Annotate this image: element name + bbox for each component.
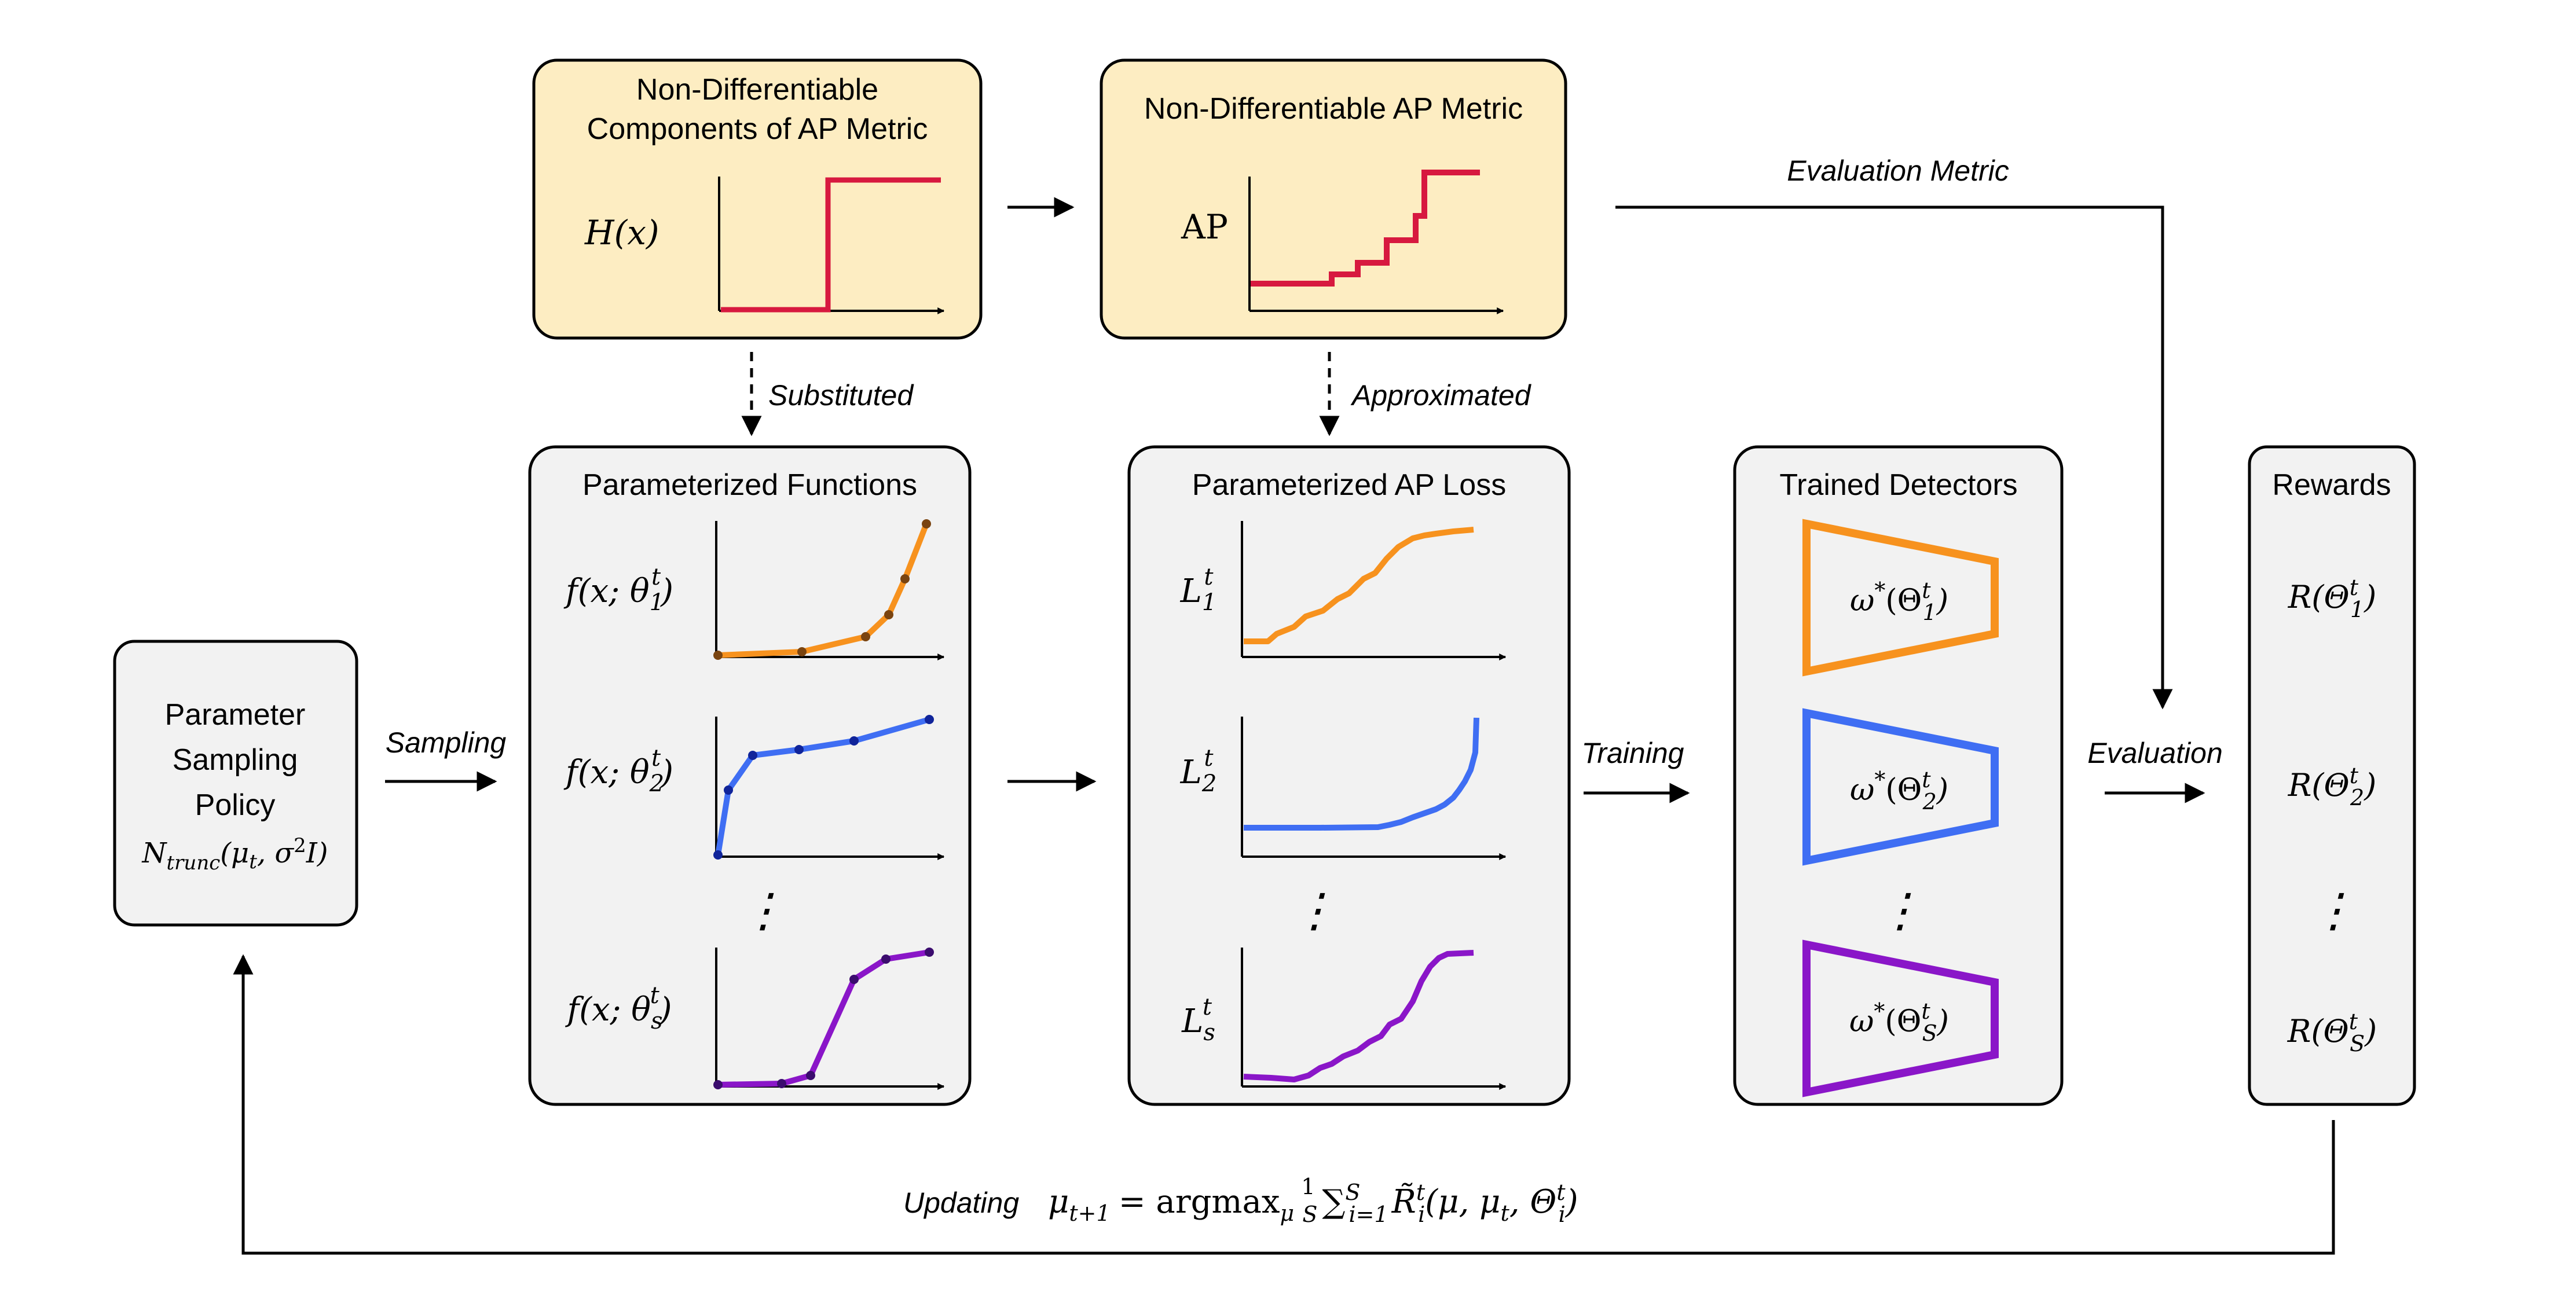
policy-line3: Policy bbox=[195, 788, 276, 822]
heaviside-curve bbox=[721, 177, 941, 313]
ap-axes bbox=[1248, 177, 1504, 314]
policy-distribution: Ntrunc(μt, σ2I) bbox=[142, 834, 328, 875]
func-plot-s bbox=[713, 948, 945, 1090]
param-functions-title: Parameterized Functions bbox=[582, 468, 917, 502]
policy-line1: Parameter bbox=[165, 698, 306, 732]
detector-label-2: ω*(Θt 2) bbox=[1850, 767, 1948, 814]
reward-label-2: R(Θt 2) bbox=[2288, 763, 2377, 810]
detector-ellipsis: ⋮ bbox=[1877, 883, 1923, 937]
sampling-label: Sampling bbox=[386, 726, 507, 759]
policy-line2: Sampling bbox=[173, 743, 298, 777]
func-plot-2 bbox=[713, 715, 945, 860]
updating-feedback-arrow bbox=[233, 954, 2335, 1255]
ap-metric-box: Non-Differentiable AP Metric AP bbox=[1100, 58, 1567, 340]
ap-step-curve bbox=[1251, 170, 1480, 287]
func-plot-1 bbox=[713, 519, 945, 660]
detector-trapezoid-2 bbox=[1802, 708, 1999, 866]
substituted-label: Substituted bbox=[768, 379, 914, 412]
detector-label-s: ω*(Θt S) bbox=[1849, 998, 1949, 1046]
update-formula: Updating μt+1 = argmaxμ1 S ∑S i=1 R̃t i(μ, μt,… bbox=[903, 1174, 1578, 1227]
loss-ellipsis: ⋮ bbox=[1291, 883, 1338, 937]
ap-metric-title: Non-Differentiable AP Metric bbox=[1144, 92, 1523, 126]
detectors-title: Trained Detectors bbox=[1779, 468, 2017, 502]
loss-label-1: L1t bbox=[1180, 564, 1217, 616]
func-ellipsis: ⋮ bbox=[740, 883, 786, 937]
loss-plot-1 bbox=[1241, 521, 1507, 660]
loss-plot-2 bbox=[1241, 717, 1507, 860]
training-label: Training bbox=[1582, 737, 1684, 769]
param-functions-box: Parameterized Functions f(x; θ1t) f(x; θ… bbox=[528, 445, 972, 1106]
detector-label-1: ω*(Θt 1) bbox=[1850, 578, 1948, 625]
evaluation-metric-label: Evaluation Metric bbox=[1787, 155, 2009, 187]
evaluation-metric-arrow bbox=[1615, 205, 2173, 710]
func-label-s: f(x; θst) bbox=[565, 982, 672, 1034]
updating-label: Updating bbox=[903, 1187, 1019, 1219]
components-title-line2: Components of AP Metric bbox=[587, 112, 928, 146]
ap-loss-box: Parameterized AP Loss L1t L2t ⋮ Lst bbox=[1127, 445, 1571, 1106]
detector-trapezoid-s bbox=[1802, 939, 1999, 1097]
reward-ellipsis: ⋮ bbox=[2310, 883, 2357, 937]
loss-label-s: Lst bbox=[1181, 994, 1215, 1046]
components-box: Non-Differentiable Components of AP Metr… bbox=[532, 58, 983, 340]
detectors-box: Trained Detectors ω*(Θt 1) ω*(Θt 2) ⋮ ω*(Θ… bbox=[1733, 445, 2064, 1106]
func-label-2: f(x; θ2t) bbox=[563, 745, 673, 797]
loss-label-2: L2t bbox=[1180, 745, 1217, 797]
policy-box: Parameter Sampling Policy Ntrunc(μt, σ2I… bbox=[113, 640, 358, 927]
components-title-line1: Non-Differentiable bbox=[636, 73, 878, 107]
ap-loss-title: Parameterized AP Loss bbox=[1192, 468, 1506, 502]
func-label-1: f(x; θ1t) bbox=[563, 564, 673, 616]
reward-label-1: R(Θt 1) bbox=[2288, 575, 2377, 622]
reward-label-s: R(Θt S) bbox=[2287, 1009, 2377, 1056]
ap-label: AP bbox=[1181, 207, 1228, 247]
detector-trapezoid-1 bbox=[1802, 519, 1999, 677]
rewards-title: Rewards bbox=[2272, 468, 2391, 502]
loss-plot-s bbox=[1241, 948, 1507, 1090]
rewards-box: Rewards R(Θt 1) R(Θt 2) ⋮ R(Θt S) bbox=[2248, 445, 2416, 1106]
update-equation: μt+1 = argmaxμ1 S ∑S i=1 R̃t i(μ, μt, Θt i) bbox=[1048, 1174, 1578, 1227]
evaluation-label: Evaluation bbox=[2087, 737, 2223, 769]
approximated-label: Approximated bbox=[1350, 379, 1532, 412]
heaviside-label: H(x) bbox=[584, 213, 659, 252]
